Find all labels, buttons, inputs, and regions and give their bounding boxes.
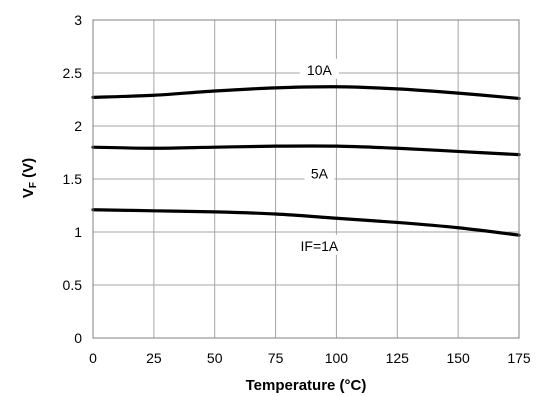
series-lines [91,85,521,237]
x-axis-title: Temperature (°C) [246,377,367,394]
series-label-0: 10A [307,62,333,78]
y-tick-label: 2.5 [63,65,83,81]
y-tick-label: 3 [74,12,82,28]
series-label-2: IF=1A [301,238,339,254]
x-tick-label: 125 [386,350,410,366]
series-labels: 10A 5A IF=1A [290,58,348,255]
y-axis-title: VF (V) [20,158,39,198]
series-line-2 [91,208,521,237]
series-label-1: 5A [311,166,329,182]
y-tick-label: 1 [74,224,82,240]
series-line-0 [91,85,521,101]
y-tick-label: 2 [74,118,82,134]
x-tick-label: 0 [89,350,97,366]
y-tick-label: 1.5 [63,171,83,187]
y-tick-label: 0.5 [63,277,83,293]
x-tick-label: 150 [446,350,470,366]
series-label-bg [304,162,335,183]
x-tick-label: 25 [146,350,162,366]
y-axis-title-unit: (V) [20,158,37,182]
x-tick-label: 175 [507,350,531,366]
y-tick-labels: 0 0.5 1 1.5 2 2.5 3 [63,12,83,346]
x-tick-label: 100 [325,350,349,366]
series-label-bg [299,58,339,79]
series-line-1 [91,144,521,157]
x-tick-label: 50 [207,350,223,366]
x-tick-labels: 0 25 50 75 100 125 150 175 [89,350,531,366]
series-label-bg [290,234,348,255]
x-tick-label: 75 [268,350,284,366]
y-tick-label: 0 [74,330,82,346]
y-axis-title-main: V [20,188,37,198]
y-axis-title-sub: F [28,182,39,188]
plot-area [92,19,520,339]
